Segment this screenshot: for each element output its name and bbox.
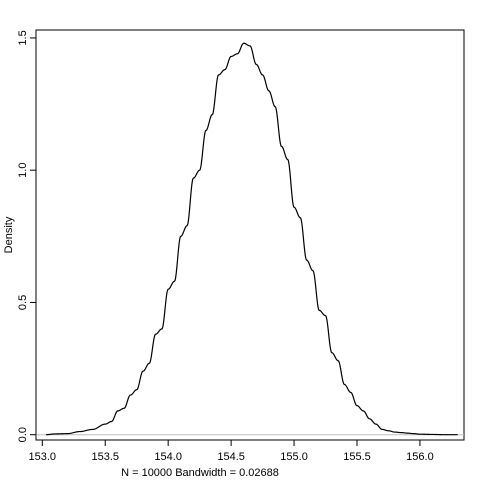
- y-tick-label: 0.5: [17, 295, 29, 310]
- y-tick-label: 0.0: [17, 427, 29, 442]
- y-axis: 0.0 0.5 1.0 1.5: [17, 30, 37, 442]
- x-tick-label: 154.0: [154, 451, 182, 463]
- y-axis-title: Density: [3, 216, 15, 253]
- x-tick-label: 156.0: [406, 451, 434, 463]
- x-axis-title: N = 10000 Bandwidth = 0.02688: [121, 467, 279, 479]
- density-curve: [46, 42, 458, 436]
- x-tick-label: 154.5: [217, 451, 245, 463]
- x-axis: 153.0 153.5 154.0 154.5 155.0 155.5 156.0: [29, 439, 434, 463]
- x-tick-label: 153.5: [91, 451, 119, 463]
- plot-frame: [35, 29, 465, 441]
- x-tick-label: 153.0: [29, 451, 57, 463]
- x-tick-label: 155.5: [343, 451, 371, 463]
- y-tick-label: 1.0: [17, 163, 29, 178]
- y-tick-label: 1.5: [17, 30, 29, 45]
- x-tick-label: 155.0: [280, 451, 308, 463]
